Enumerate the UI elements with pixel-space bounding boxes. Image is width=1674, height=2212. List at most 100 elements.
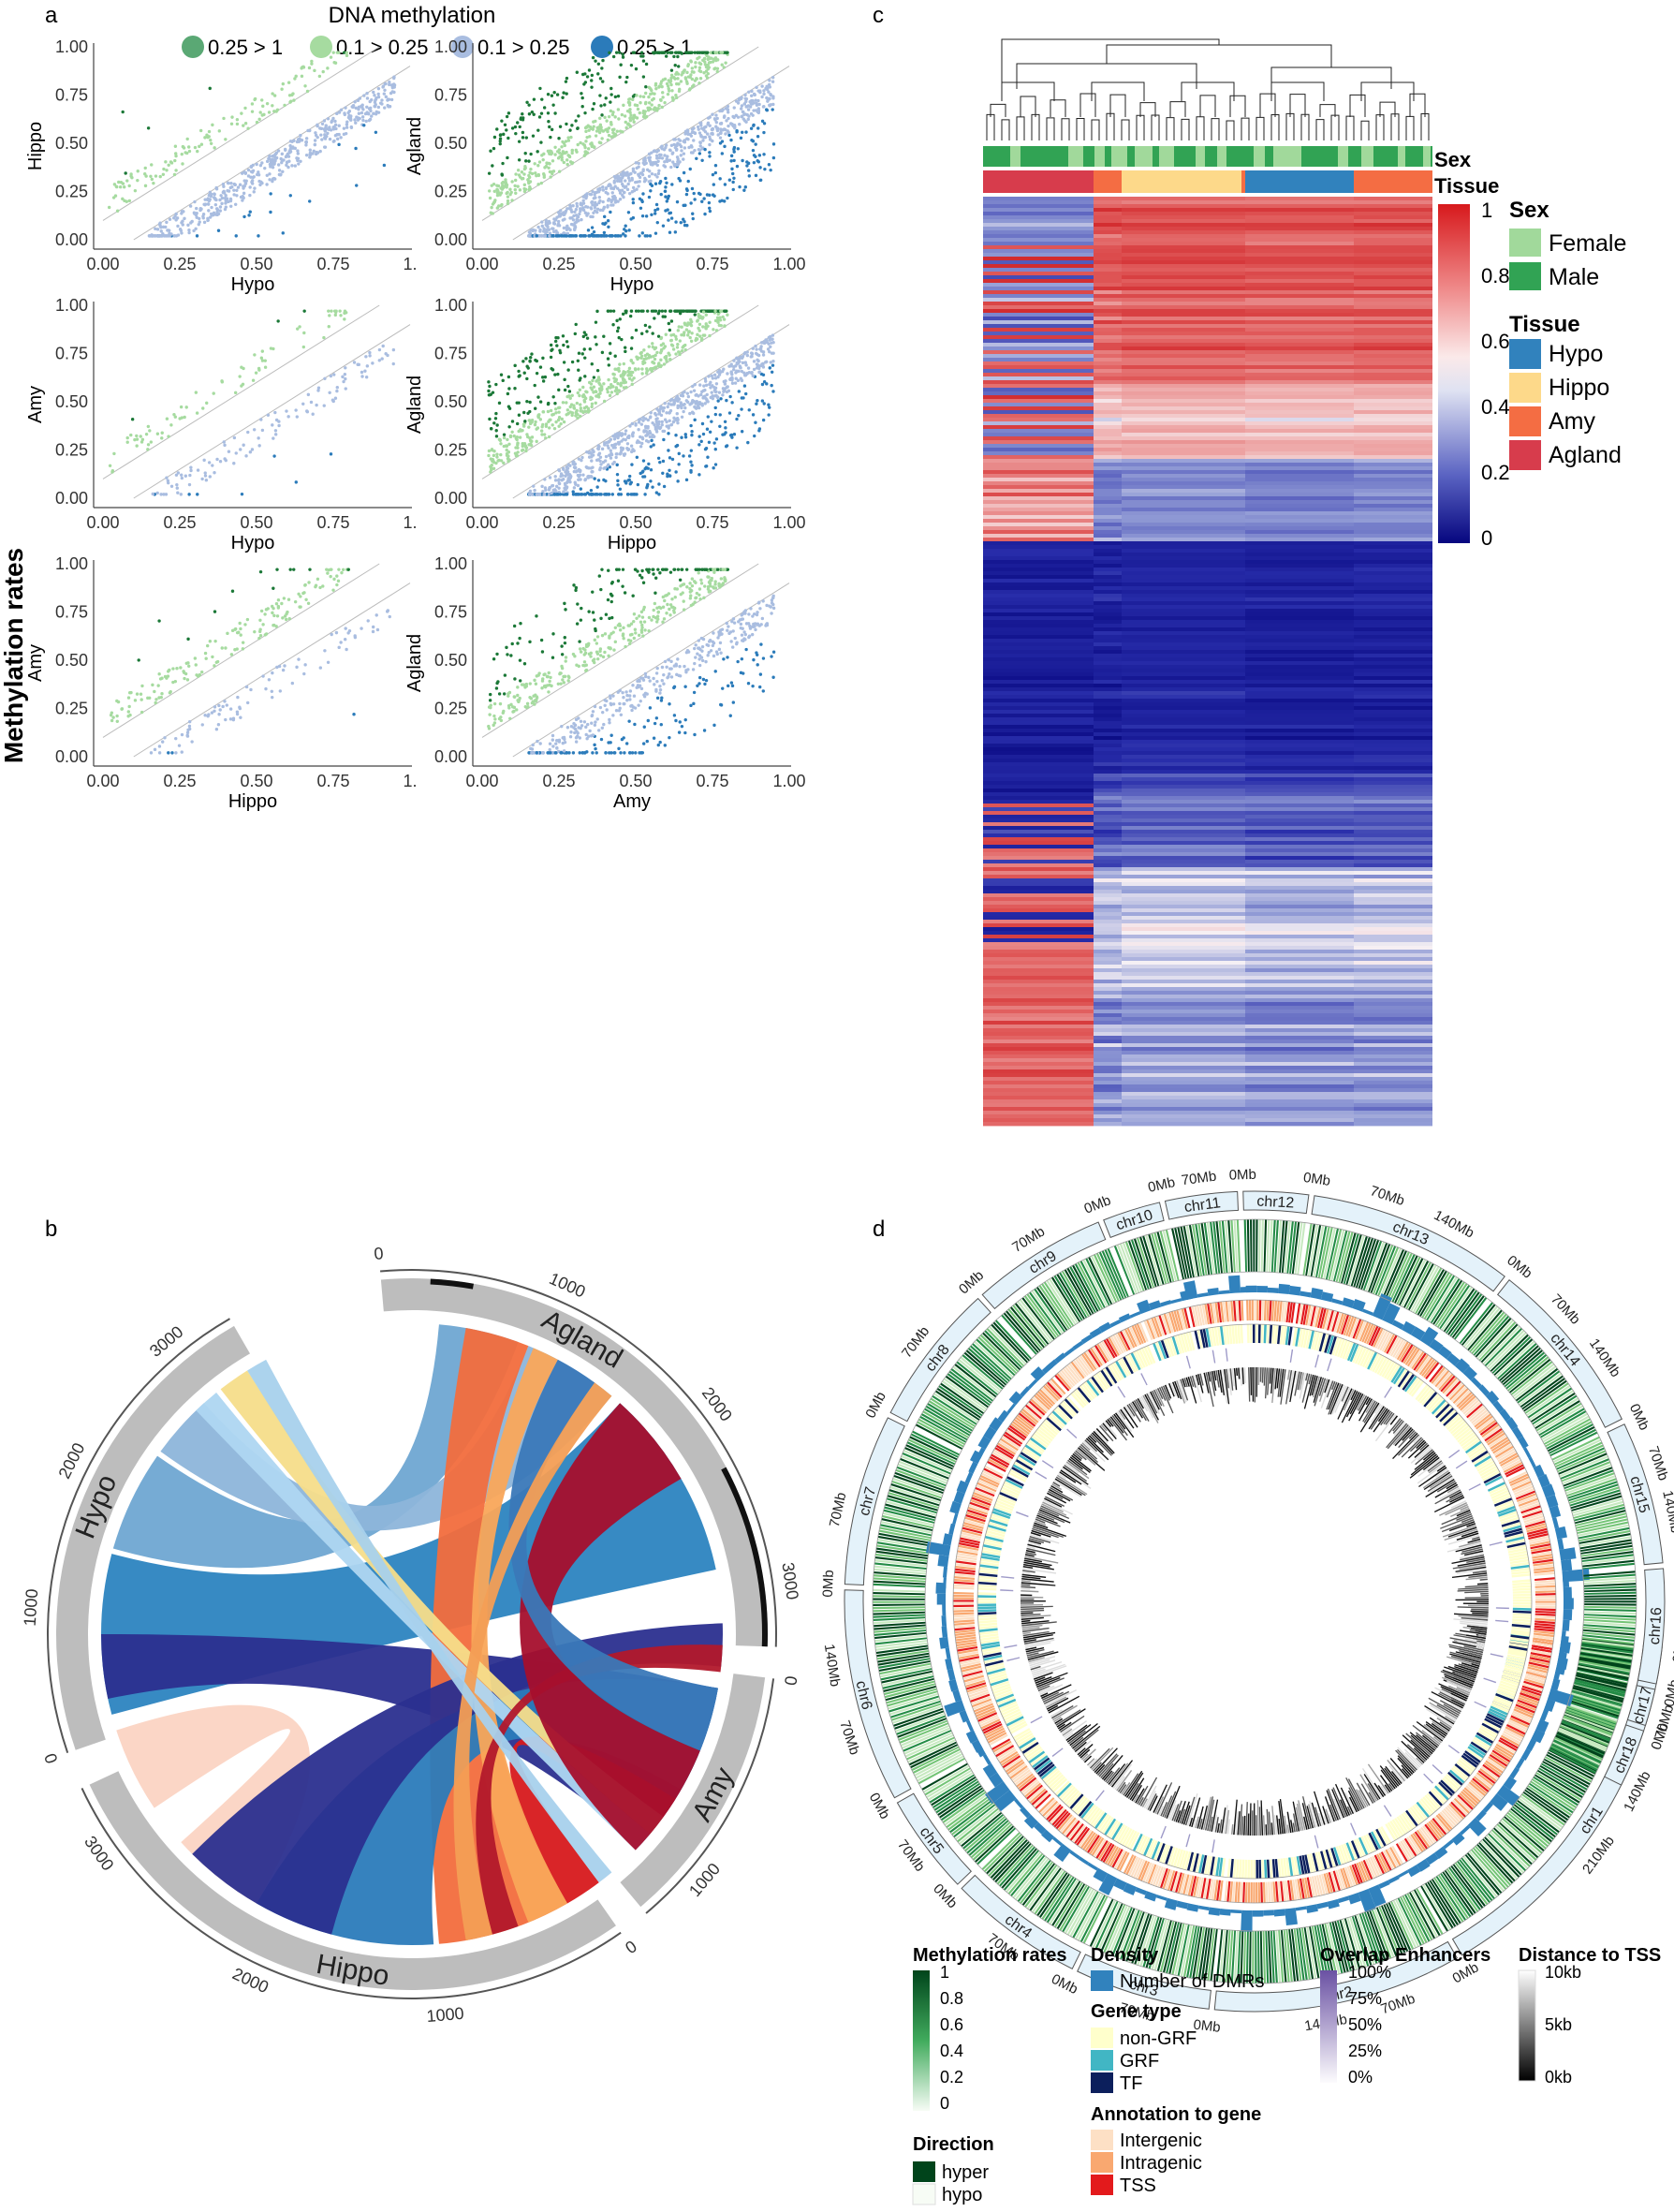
data-point-hyper (670, 344, 675, 347)
data-point-hypo (366, 619, 370, 623)
data-point-hypo (383, 81, 387, 86)
data-point-hyper (644, 62, 649, 66)
data-point-hyper (213, 610, 217, 613)
data-point-hypo (712, 723, 716, 728)
data-point-hypo (708, 142, 712, 147)
data-point-hyper (600, 137, 604, 140)
data-point-hyper (139, 692, 143, 696)
data-point-hyper (343, 317, 346, 321)
data-point-hypo (612, 181, 616, 184)
data-point-hyper (557, 148, 562, 152)
data-point-hypo (632, 449, 636, 453)
data-point-hypo (360, 104, 363, 109)
data-point-hyper (527, 188, 532, 192)
data-point-hypo (756, 126, 760, 130)
data-point-hypo (724, 132, 727, 136)
data-point-hyper (589, 655, 593, 658)
data-point-hypo (760, 95, 764, 99)
data-point-hypo (281, 231, 285, 235)
data-point-hypo (188, 473, 192, 478)
data-point-hypo (315, 403, 318, 407)
data-point-hyper (653, 357, 657, 361)
data-point-hyper (258, 627, 262, 631)
data-point-hypo (666, 197, 670, 200)
data-point-hyper (583, 375, 587, 378)
data-point-hypo (741, 110, 745, 114)
data-point-hyper (540, 679, 545, 683)
data-point-hyper (502, 692, 507, 696)
data-point-hypo (755, 651, 758, 655)
data-point-hyper (538, 86, 542, 91)
data-point-hyper (536, 164, 540, 168)
data-point-hypo (678, 720, 682, 724)
data-point-hyper (193, 656, 198, 660)
data-point-hyper (148, 429, 152, 433)
data-point-hyper (639, 54, 643, 58)
data-point-hypo (711, 112, 714, 116)
data-point-hypo (190, 740, 194, 744)
data-point-hyper (516, 184, 520, 188)
data-point-hypo (232, 182, 236, 186)
data-point-hypo (668, 419, 671, 422)
data-point-hyper (629, 359, 633, 362)
data-point-hypo (756, 135, 760, 139)
data-point-hyper (584, 140, 588, 143)
data-point-hyper (125, 179, 129, 183)
data-point-hypo (175, 482, 179, 487)
data-point-hyper (659, 81, 663, 86)
data-point-hyper (521, 448, 525, 452)
data-point-hyper (257, 366, 261, 371)
data-point-hyper (501, 180, 506, 184)
data-point-hyper (565, 76, 569, 81)
data-point-hyper (155, 432, 160, 435)
data-point-hypo (770, 655, 773, 658)
data-point-hypo (238, 706, 242, 711)
data-point-hyper (651, 361, 654, 364)
data-point-hypo (593, 704, 597, 709)
data-point-hyper (584, 332, 588, 337)
data-point-hyper (649, 87, 653, 91)
data-point-hyper (487, 380, 491, 384)
data-point-hypo (185, 730, 190, 735)
data-point-hypo (587, 475, 591, 479)
data-point-hypo (639, 206, 643, 210)
data-point-hypo (691, 216, 695, 221)
data-point-hypo (265, 159, 270, 164)
data-point-hyper (680, 52, 684, 55)
data-point-hypo (153, 747, 157, 752)
data-point-hypo (591, 469, 595, 474)
data-point-hyper (507, 442, 511, 446)
data-point-hypo (714, 437, 719, 441)
data-point-hypo (740, 396, 744, 400)
data-point-hyper (180, 416, 184, 420)
data-point-hypo (565, 493, 569, 496)
data-point-hypo (689, 449, 694, 452)
data-point-hyper (322, 335, 326, 340)
data-point-hypo (700, 644, 705, 649)
data-point-hypo (736, 659, 740, 664)
data-point-hypo (714, 382, 719, 386)
data-point-hyper (593, 638, 597, 642)
data-point-hyper (618, 628, 623, 632)
data-point-hyper (618, 129, 623, 133)
data-point-hyper (506, 653, 509, 656)
data-point-hypo (323, 145, 327, 149)
data-point-hyper (536, 395, 540, 399)
data-point-hypo (392, 75, 396, 79)
data-point-hyper (663, 100, 667, 105)
data-point-hypo (752, 367, 756, 372)
data-point-hypo (658, 684, 662, 688)
data-point-hyper (609, 86, 613, 91)
data-point-hypo (595, 717, 599, 721)
data-point-hyper (530, 171, 535, 176)
data-point-hypo (769, 168, 772, 172)
data-point-hypo (674, 148, 679, 152)
data-point-hypo (771, 80, 775, 83)
data-point-hypo (713, 118, 717, 122)
data-point-hyper (676, 54, 680, 59)
data-point-hyper (502, 709, 506, 714)
data-point-hyper (579, 618, 583, 622)
data-point-hyper (646, 568, 650, 573)
data-point-hyper (707, 575, 711, 579)
data-point-hyper (598, 647, 603, 651)
